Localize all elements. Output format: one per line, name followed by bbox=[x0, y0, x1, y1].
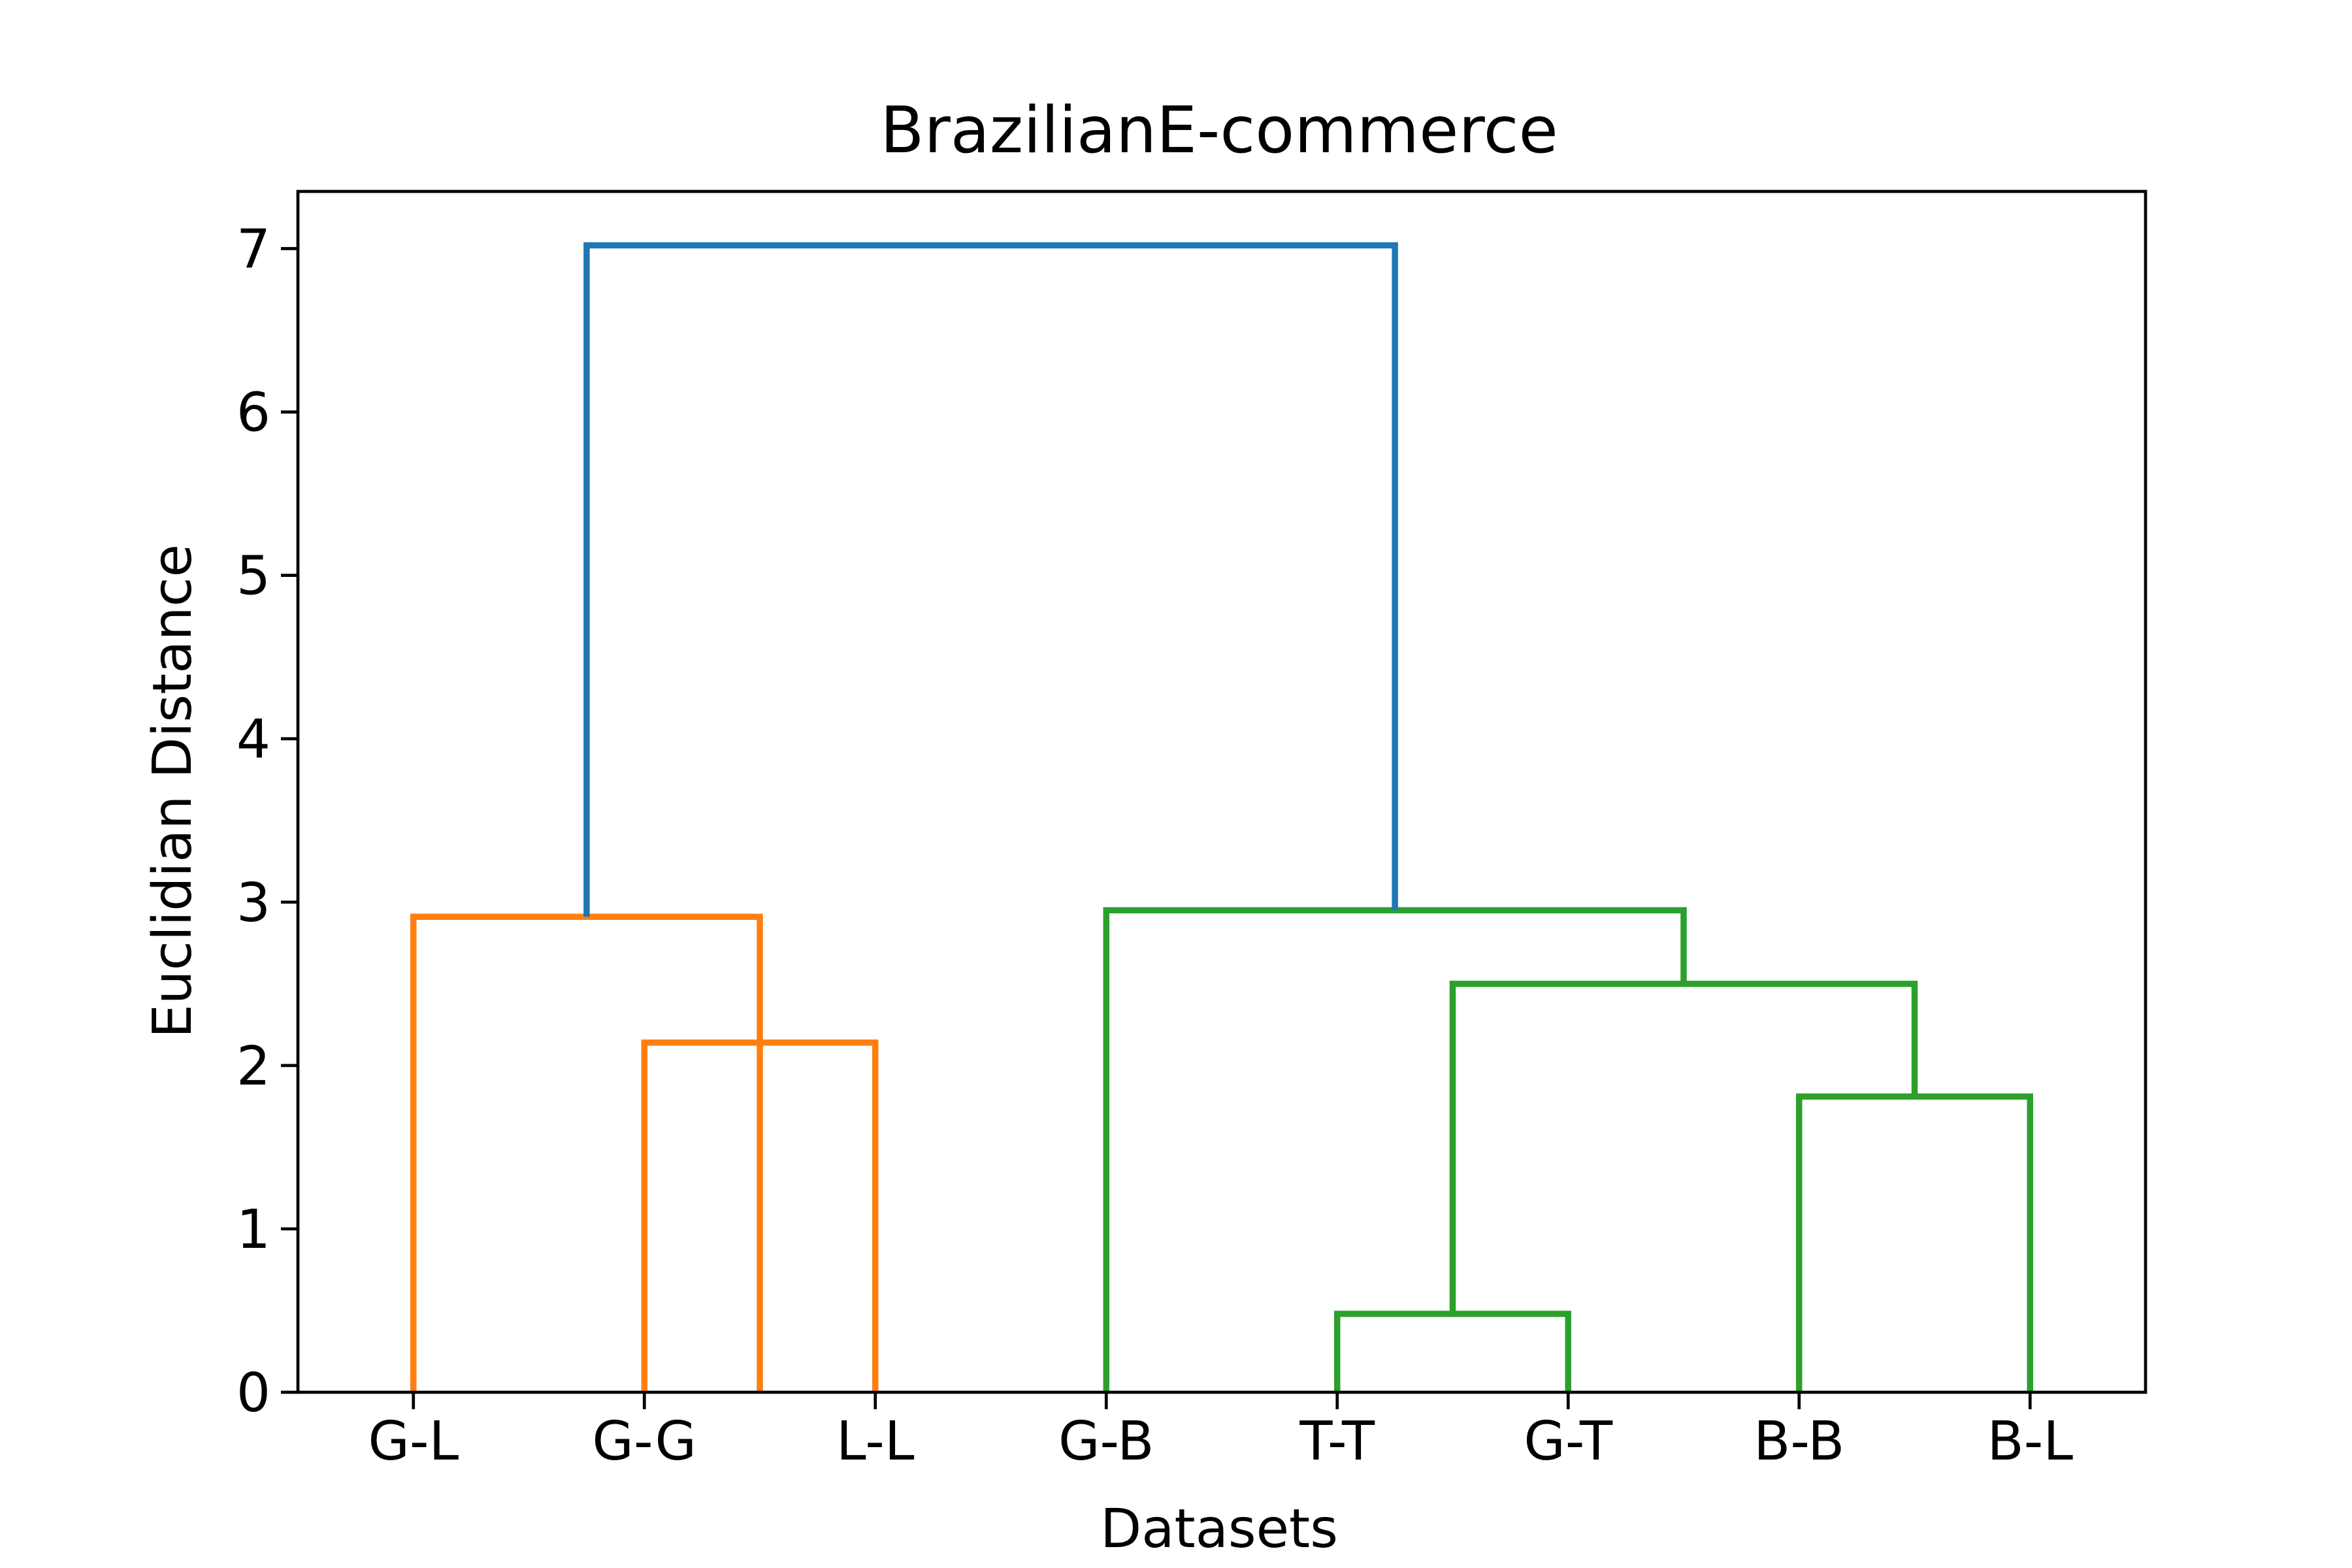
y-tick-label: 6 bbox=[237, 382, 270, 444]
leaf-label: B-L bbox=[1987, 1411, 2073, 1473]
y-axis-ticks: 0 1 2 3 4 5 6 7 bbox=[237, 219, 298, 1424]
y-tick-label: 7 bbox=[237, 219, 270, 281]
dendrogram-link-6 bbox=[1103, 907, 1687, 1392]
dendrogram-links bbox=[410, 242, 2033, 1392]
plot-frame bbox=[296, 189, 2148, 1394]
y-tick-label: 1 bbox=[237, 1199, 270, 1261]
dendrogram-link-3 bbox=[1334, 1311, 1571, 1392]
leaf-label: G-G bbox=[592, 1411, 696, 1473]
chart-title: BrazilianE-commerce bbox=[880, 93, 1558, 168]
leaf-label: L-L bbox=[836, 1411, 915, 1473]
y-axis-label: Euclidian Distance bbox=[142, 544, 204, 1038]
x-axis-ticks: G-L G-G L-L G-B T-T G-T B-B B-L bbox=[368, 1392, 2073, 1473]
y-tick-label: 3 bbox=[237, 872, 270, 934]
leaf-label: G-T bbox=[1524, 1411, 1613, 1473]
y-tick-label: 2 bbox=[237, 1036, 270, 1098]
leaf-label: G-L bbox=[368, 1411, 459, 1473]
dendrogram-link-4 bbox=[1796, 1093, 2033, 1392]
y-tick-label: 0 bbox=[237, 1362, 270, 1424]
leaf-label: B-B bbox=[1754, 1411, 1844, 1473]
y-tick-label: 5 bbox=[237, 546, 270, 608]
leaf-label: T-T bbox=[1299, 1411, 1375, 1473]
y-tick-label: 4 bbox=[237, 709, 270, 771]
x-axis-label: Datasets bbox=[1100, 1498, 1338, 1560]
dendrogram-link-7 bbox=[583, 242, 1398, 917]
leaf-label: G-B bbox=[1058, 1411, 1154, 1473]
